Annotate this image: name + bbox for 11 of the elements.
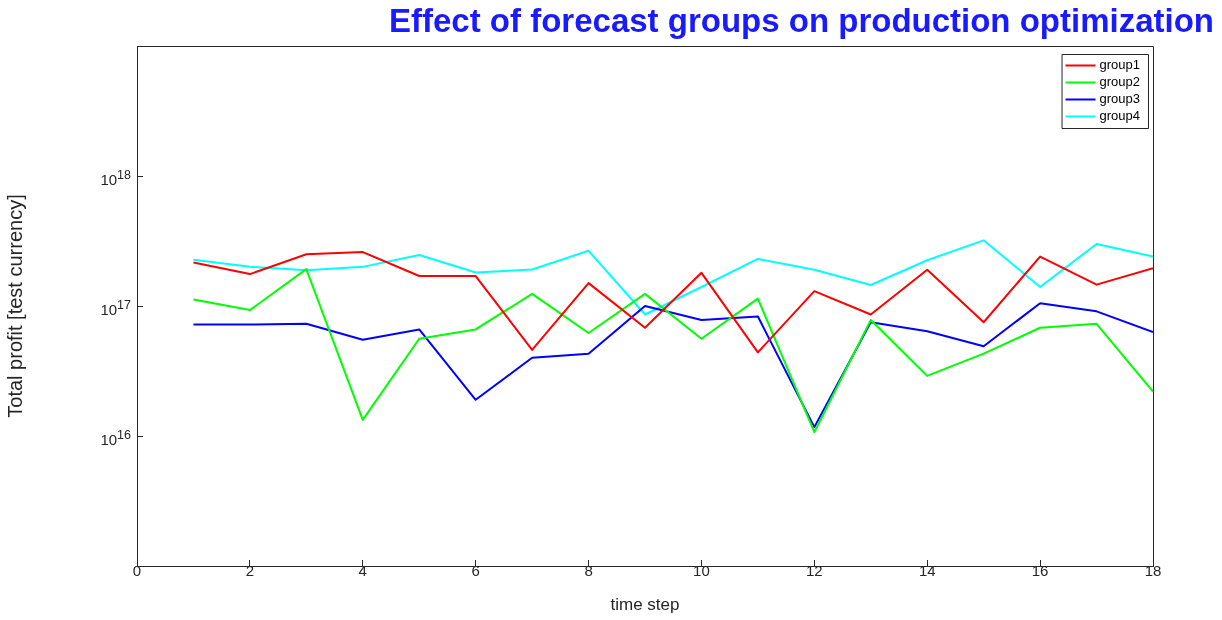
legend-label: group1 xyxy=(1099,57,1141,73)
y-tick-label: 10$^{16}$ xyxy=(100,427,131,450)
legend-label: group2 xyxy=(1099,74,1141,90)
x-tick-label: 18 xyxy=(1144,562,1162,580)
y-tick-label: 10$^{18}$ xyxy=(100,167,131,190)
legend-label: group3 xyxy=(1099,91,1141,107)
legend-label: group4 xyxy=(1099,108,1141,124)
y-tick-label: 10$^{17}$ xyxy=(100,297,131,320)
chart-title: Effect of forecast groups on production optimization xyxy=(389,2,1214,40)
x-axis-title: time step xyxy=(610,595,680,615)
y-axis-title: Total profit [test currency] xyxy=(3,194,26,418)
